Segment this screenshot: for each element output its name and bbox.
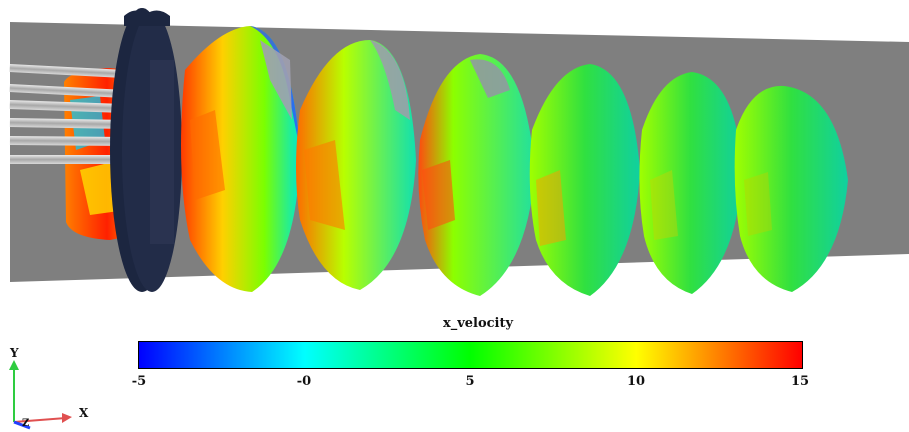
colorbar: [138, 341, 803, 369]
x-axis-arrow: [62, 413, 72, 423]
y-axis-label: Y: [10, 346, 19, 360]
plume-shell-5: [639, 72, 742, 294]
plume-shell-4: [529, 64, 640, 296]
plume-shell-2: [296, 40, 416, 290]
colorbar-tick: 15: [790, 374, 810, 389]
colorbar-tick: -0: [296, 374, 312, 389]
plume-shell-3: [418, 54, 535, 296]
plume-shell-1: [181, 26, 300, 292]
colorbar-tick: 5: [465, 374, 475, 389]
x-axis-label: X: [79, 406, 89, 420]
colorbar-tick: -5: [131, 374, 147, 389]
y-axis-arrow: [9, 360, 19, 370]
axes-triad: [9, 360, 72, 430]
colorbar-title: x_velocity: [442, 316, 514, 331]
flange-ring: [110, 8, 182, 292]
plume-shell-6: [734, 85, 848, 292]
z-axis-label: Z: [22, 418, 30, 429]
x-axis-line: [13, 417, 67, 423]
colorbar-tick: 10: [626, 374, 646, 389]
simulation-viewport: [9, 8, 909, 296]
z-axis-line: [13, 420, 31, 430]
